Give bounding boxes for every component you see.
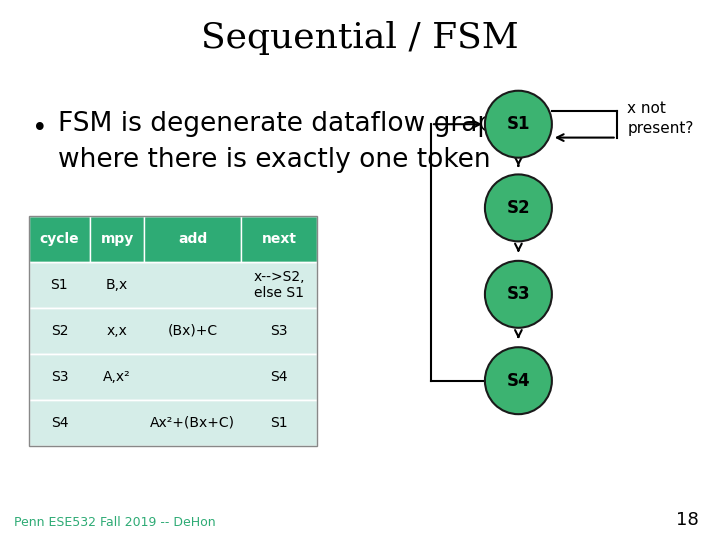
- Text: x,x: x,x: [107, 324, 127, 338]
- Text: add: add: [178, 232, 207, 246]
- Text: S4: S4: [270, 370, 288, 383]
- FancyBboxPatch shape: [29, 400, 317, 446]
- Text: S1: S1: [270, 416, 288, 429]
- Ellipse shape: [485, 174, 552, 241]
- FancyBboxPatch shape: [29, 216, 90, 262]
- Text: next: next: [261, 232, 297, 246]
- Ellipse shape: [485, 347, 552, 414]
- FancyBboxPatch shape: [29, 354, 317, 400]
- Text: (Bx)+C: (Bx)+C: [168, 324, 217, 338]
- Text: S3: S3: [50, 370, 68, 383]
- Text: S3: S3: [507, 285, 530, 303]
- Text: A,x²: A,x²: [103, 370, 131, 383]
- Text: S4: S4: [50, 416, 68, 429]
- Ellipse shape: [485, 91, 552, 158]
- Text: S2: S2: [507, 199, 530, 217]
- FancyBboxPatch shape: [144, 216, 241, 262]
- Text: mpy: mpy: [100, 232, 134, 246]
- Text: 18: 18: [675, 511, 698, 529]
- Ellipse shape: [485, 261, 552, 328]
- Text: •: •: [32, 116, 48, 142]
- Text: B,x: B,x: [106, 278, 128, 292]
- Text: Sequential / FSM: Sequential / FSM: [201, 21, 519, 55]
- Text: S1: S1: [50, 278, 68, 292]
- Text: x not
present?: x not present?: [627, 102, 694, 136]
- Text: cycle: cycle: [40, 232, 79, 246]
- Text: S4: S4: [507, 372, 530, 390]
- FancyBboxPatch shape: [241, 216, 317, 262]
- Text: x-->S2,
else S1: x-->S2, else S1: [253, 270, 305, 300]
- Text: Penn ESE532 Fall 2019 -- DeHon: Penn ESE532 Fall 2019 -- DeHon: [14, 516, 216, 529]
- Text: FSM is degenerate dataflow graph
where there is exactly one token: FSM is degenerate dataflow graph where t…: [58, 111, 510, 173]
- FancyBboxPatch shape: [90, 216, 144, 262]
- Text: S2: S2: [50, 324, 68, 338]
- Text: S1: S1: [507, 115, 530, 133]
- FancyBboxPatch shape: [29, 262, 317, 308]
- Text: S3: S3: [270, 324, 288, 338]
- Text: Ax²+(Bx+C): Ax²+(Bx+C): [150, 416, 235, 429]
- FancyBboxPatch shape: [29, 308, 317, 354]
